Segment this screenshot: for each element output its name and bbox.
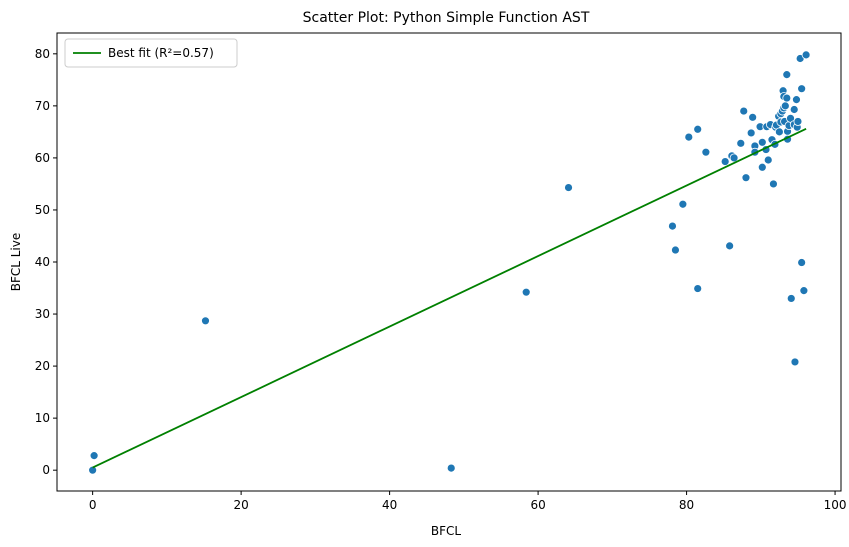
data-point [789,105,799,114]
x-tick-label: 0 [89,498,97,512]
data-point [725,241,735,251]
data-point [748,112,758,122]
data-point [720,157,730,166]
legend-label-best-fit: Best fit (R²=0.57) [108,46,214,60]
data-point [774,127,784,137]
data-point [763,155,773,165]
data-point [792,95,801,105]
x-axis-label: BFCL [431,524,462,538]
data-point [782,93,792,103]
data-point [746,128,756,138]
y-tick-label: 20 [35,359,50,373]
data-point [446,463,456,473]
x-tick-label: 100 [824,498,847,512]
data-point [89,451,99,461]
y-axis-label: BFCL Live [9,233,23,292]
data-point [201,316,210,326]
plot-frame [56,32,842,492]
data-point [521,287,531,297]
x-tick-label: 20 [233,498,248,512]
data-point [769,179,778,189]
data-point [88,465,98,475]
data-point [693,284,703,293]
y-tick-label: 60 [35,151,50,165]
best-fit-line [92,127,807,469]
y-tick-label: 30 [35,307,50,321]
data-point [701,147,711,157]
data-point [693,124,703,134]
data-point [671,245,680,255]
data-point [801,50,811,60]
data-point [757,137,767,147]
data-point [797,258,807,267]
data-point [739,106,749,116]
y-tick-label: 0 [42,463,50,477]
data-point [668,221,677,231]
data-point [797,84,807,94]
data-point [780,101,790,111]
data-point [782,70,792,80]
chart-title: Scatter Plot: Python Simple Function AST [303,10,590,26]
data-point [564,183,573,192]
data-point [799,286,809,296]
legend: Best fit (R²=0.57) [64,38,238,68]
data-point [678,199,688,209]
legend-box [64,38,238,68]
data-point [741,173,751,183]
data-point [786,294,796,303]
y-tick-label: 70 [35,99,50,113]
data-point [729,153,739,163]
x-tick-label: 80 [679,498,694,512]
y-tick-label: 10 [35,411,50,425]
data-point [684,132,694,142]
x-tick-label: 60 [530,498,545,512]
y-tick-label: 40 [35,255,50,269]
data-point [736,138,746,148]
y-tick-label: 50 [35,203,50,217]
data-point [790,357,800,367]
y-tick-label: 80 [35,47,50,61]
data-point [793,117,803,126]
x-tick-label: 40 [382,498,397,512]
data-point [757,162,767,172]
